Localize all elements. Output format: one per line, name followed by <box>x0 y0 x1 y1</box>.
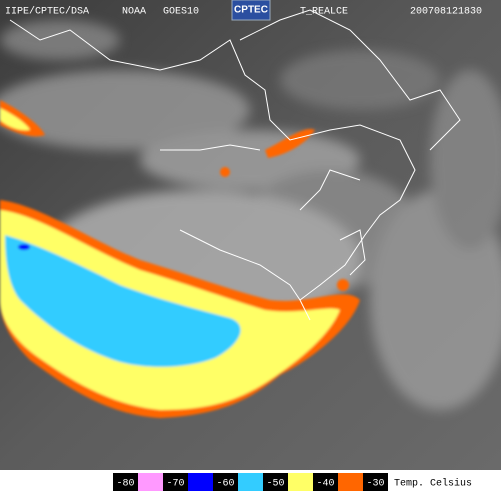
legend-label: -30 <box>366 479 384 490</box>
logo: CPTEC <box>234 5 268 16</box>
legend-label-box <box>213 473 238 491</box>
legend-swatch <box>188 473 213 491</box>
legend-swatch <box>238 473 263 491</box>
logo-box <box>231 0 271 21</box>
political-borders <box>9 9 461 321</box>
legend-label: -60 <box>216 479 234 490</box>
legend-swatch <box>288 473 313 491</box>
legend-label-box <box>313 473 338 491</box>
legend-label-box <box>363 473 388 491</box>
timestamp: 200708121830 <box>410 7 482 18</box>
imagery <box>0 0 501 470</box>
legend-label: -40 <box>316 479 334 490</box>
legend-unit: Temp. Celsius <box>394 478 472 490</box>
product-label: T_REALCE <box>300 7 348 18</box>
header: IIPE/CPTEC/DSA NOAA GOES10 CPTEC T_REALC… <box>5 0 482 21</box>
legend-label-box <box>263 473 288 491</box>
color-legend: -80 -70 -60 -50 -40 -30 Temp. Celsius <box>113 473 472 491</box>
legend-label: -80 <box>116 479 134 490</box>
legend-swatch <box>338 473 363 491</box>
legend-label-box <box>113 473 138 491</box>
legend-swatch <box>138 473 163 491</box>
satellite-label: GOES10 <box>163 7 199 18</box>
legend-label-box <box>163 473 188 491</box>
legend-label: -50 <box>266 479 284 490</box>
agency-label: NOAA <box>122 7 146 18</box>
source-label: IIPE/CPTEC/DSA <box>5 6 89 18</box>
legend-label: -70 <box>166 479 184 490</box>
